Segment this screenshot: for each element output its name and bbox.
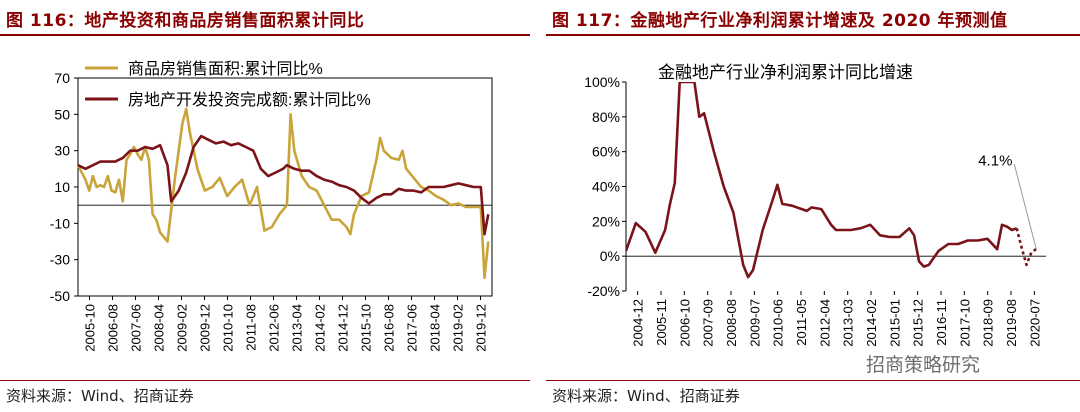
y-tick-label: 60%: [592, 144, 620, 160]
x-tick-label: 2008-08: [724, 299, 739, 347]
x-tick-label: 2011-08: [244, 304, 259, 351]
source-rule-2: [546, 380, 1080, 381]
y-tick-label: -10: [50, 215, 70, 231]
y-tick-label: -50: [50, 288, 70, 304]
x-tick-label: 2009-02: [175, 304, 190, 352]
x-tick-label: 2012-04: [817, 299, 832, 347]
x-tick-label: 2015-12: [911, 299, 926, 347]
title-rule-2: [546, 34, 1080, 36]
chart-2-svg: -20% 0% 20% 40% 60% 80% 100% 2004-12 2005-11 2006…: [584, 63, 1046, 347]
y-tick-label: 10: [54, 179, 70, 195]
x-tick-label: 2004-12: [631, 299, 646, 347]
chart-panel-2: 图 117：金融地产行业净利润累计增速及 2020 年预测值 -20% 0% 20%…: [546, 0, 1080, 412]
forecast-line: [1015, 227, 1037, 267]
x-tick-label: 2015-01: [887, 299, 902, 347]
y-tick-label: 40%: [592, 179, 620, 195]
source-rule-1: [0, 380, 530, 381]
x-tick-label: 2013-03: [841, 299, 856, 347]
x-tick-label: 2008-04: [152, 304, 167, 352]
source-note-2: 资料来源：Wind、招商证券: [552, 387, 740, 405]
x-tick-label: 2011-05: [794, 299, 809, 346]
y-tick-label: 20%: [592, 213, 620, 229]
x-tick-label: 2014-02: [313, 304, 328, 352]
x-tick-label: 2017-06: [405, 304, 420, 352]
x-tick-label: 2009-12: [198, 304, 213, 352]
x-tick-label: 2015-10: [359, 304, 374, 352]
chart-title-1: 图 116：地产投资和商品房销售面积累计同比: [6, 11, 365, 31]
x-tick-label: 2007-09: [701, 299, 716, 347]
x-tick-label: 2006-10: [677, 299, 692, 347]
x-tick-label: 2017-10: [957, 299, 972, 347]
x-tick-label: 2007-06: [129, 304, 144, 352]
series-line: [626, 82, 1018, 279]
y-tick-label: 70: [54, 70, 70, 86]
legend-label-1: 商品房销售面积:累计同比%: [128, 60, 323, 78]
x-tick-label: 2014-02: [864, 299, 879, 347]
legend-label-2: 房地产开发投资完成额:累计同比%: [128, 91, 371, 109]
y-tick-label: -20%: [587, 283, 620, 299]
chart-annotation-title: 金融地产行业净利润累计同比增速: [658, 63, 913, 82]
x-tick-label: 2016-11: [934, 299, 949, 346]
x-tick-label: 2012-06: [267, 304, 282, 352]
chart-title-2: 图 117：金融地产行业净利润累计增速及 2020 年预测值: [552, 11, 1008, 31]
annotation-leader: [1013, 163, 1037, 250]
x-tick-label: 2019-08: [1004, 299, 1019, 347]
annotation-value: 4.1%: [978, 153, 1012, 170]
source-note-1: 资料来源：Wind、招商证券: [6, 387, 194, 405]
x-tick-label: 2010-06: [771, 299, 786, 347]
series-line-2: [77, 134, 490, 236]
y-tick-label: 0%: [600, 248, 620, 264]
watermark: 招商策略研究: [866, 354, 981, 376]
x-tick-label: 2014-12: [336, 304, 351, 352]
x-tick-label: 2006-08: [106, 304, 121, 352]
y-tick-label: -30: [50, 252, 70, 268]
x-tick-label: 2005-10: [83, 304, 98, 352]
chart-panel-1: 图 116：地产投资和商品房销售面积累计同比 -50 -30 -10 10 30 50 70…: [0, 0, 530, 412]
x-tick-label: 2016-08: [382, 304, 397, 352]
x-tick-label: 2009-07: [747, 299, 762, 347]
series-line-1: [76, 107, 490, 280]
y-tick-label: 80%: [592, 109, 620, 125]
x-tick-label: 2019-12: [474, 304, 489, 352]
y-tick-label: 50: [54, 106, 70, 122]
chart-1-svg: -50 -30 -10 10 30 50 70 2005-10 2006-08 2007-06 20…: [50, 60, 493, 352]
x-tick-label: 2019-02: [451, 304, 466, 352]
x-tick-label: 2020-07: [1027, 299, 1042, 347]
x-tick-label: 2018-04: [428, 304, 443, 352]
x-tick-label: 2018-09: [981, 299, 996, 347]
x-tick-label: 2005-11: [654, 299, 669, 346]
x-tick-label: 2013-04: [290, 304, 305, 352]
x-tick-label: 2010-10: [221, 304, 236, 352]
y-tick-label: 30: [54, 143, 70, 159]
y-tick-label: 100%: [584, 74, 620, 90]
title-rule-1: [0, 34, 530, 36]
